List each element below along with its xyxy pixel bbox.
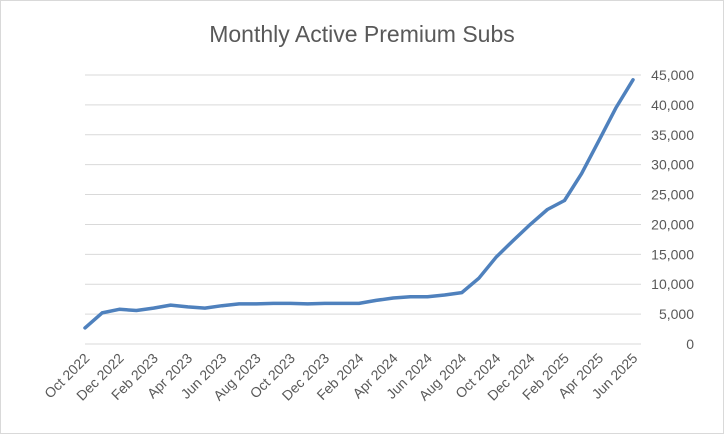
data-point [306, 302, 309, 306]
data-point [323, 302, 326, 305]
y-tick-label: 0 [686, 336, 694, 352]
data-point [186, 305, 189, 309]
data-point [169, 303, 172, 307]
data-point [100, 311, 104, 315]
data-point [614, 106, 618, 110]
data-point [529, 223, 532, 226]
data-point [631, 78, 635, 81]
data-point [203, 306, 207, 310]
series-line [83, 78, 635, 330]
y-tick-label: 30,000 [651, 157, 694, 173]
y-tick-label: 45,000 [651, 67, 694, 83]
data-point [460, 291, 463, 294]
gridlines [85, 74, 641, 345]
data-point [409, 295, 412, 298]
data-point [597, 139, 600, 142]
data-point [443, 293, 446, 297]
data-point [477, 277, 481, 280]
data-point [357, 302, 361, 305]
data-point [152, 306, 155, 310]
chart-title: Monthly Active Premium Subs [209, 21, 515, 47]
data-point [220, 304, 224, 307]
y-tick-label: 25,000 [651, 187, 694, 203]
data-point [546, 208, 549, 211]
data-point [289, 302, 292, 305]
data-point [237, 302, 241, 306]
y-tick-label: 20,000 [651, 216, 694, 232]
y-tick-label: 35,000 [651, 127, 694, 143]
data-point [135, 309, 138, 312]
data-point [340, 302, 344, 305]
series-group [83, 78, 635, 330]
data-point [255, 302, 258, 306]
data-point [374, 299, 378, 302]
data-point [494, 256, 498, 259]
data-point [392, 296, 395, 300]
y-tick-label: 5,000 [659, 306, 694, 322]
y-tick-label: 10,000 [651, 276, 694, 292]
y-tick-label: 15,000 [651, 246, 694, 262]
y-tick-label: 40,000 [651, 97, 694, 113]
data-point [580, 172, 583, 175]
data-point [83, 326, 87, 330]
data-point [272, 302, 275, 305]
data-point [426, 295, 429, 298]
data-point [118, 308, 121, 311]
data-point [511, 239, 515, 242]
y-tick-labels: 0 5,000 10,000 15,000 20,000 25,000 30,000 35,0… [651, 67, 694, 352]
data-point [563, 199, 566, 202]
